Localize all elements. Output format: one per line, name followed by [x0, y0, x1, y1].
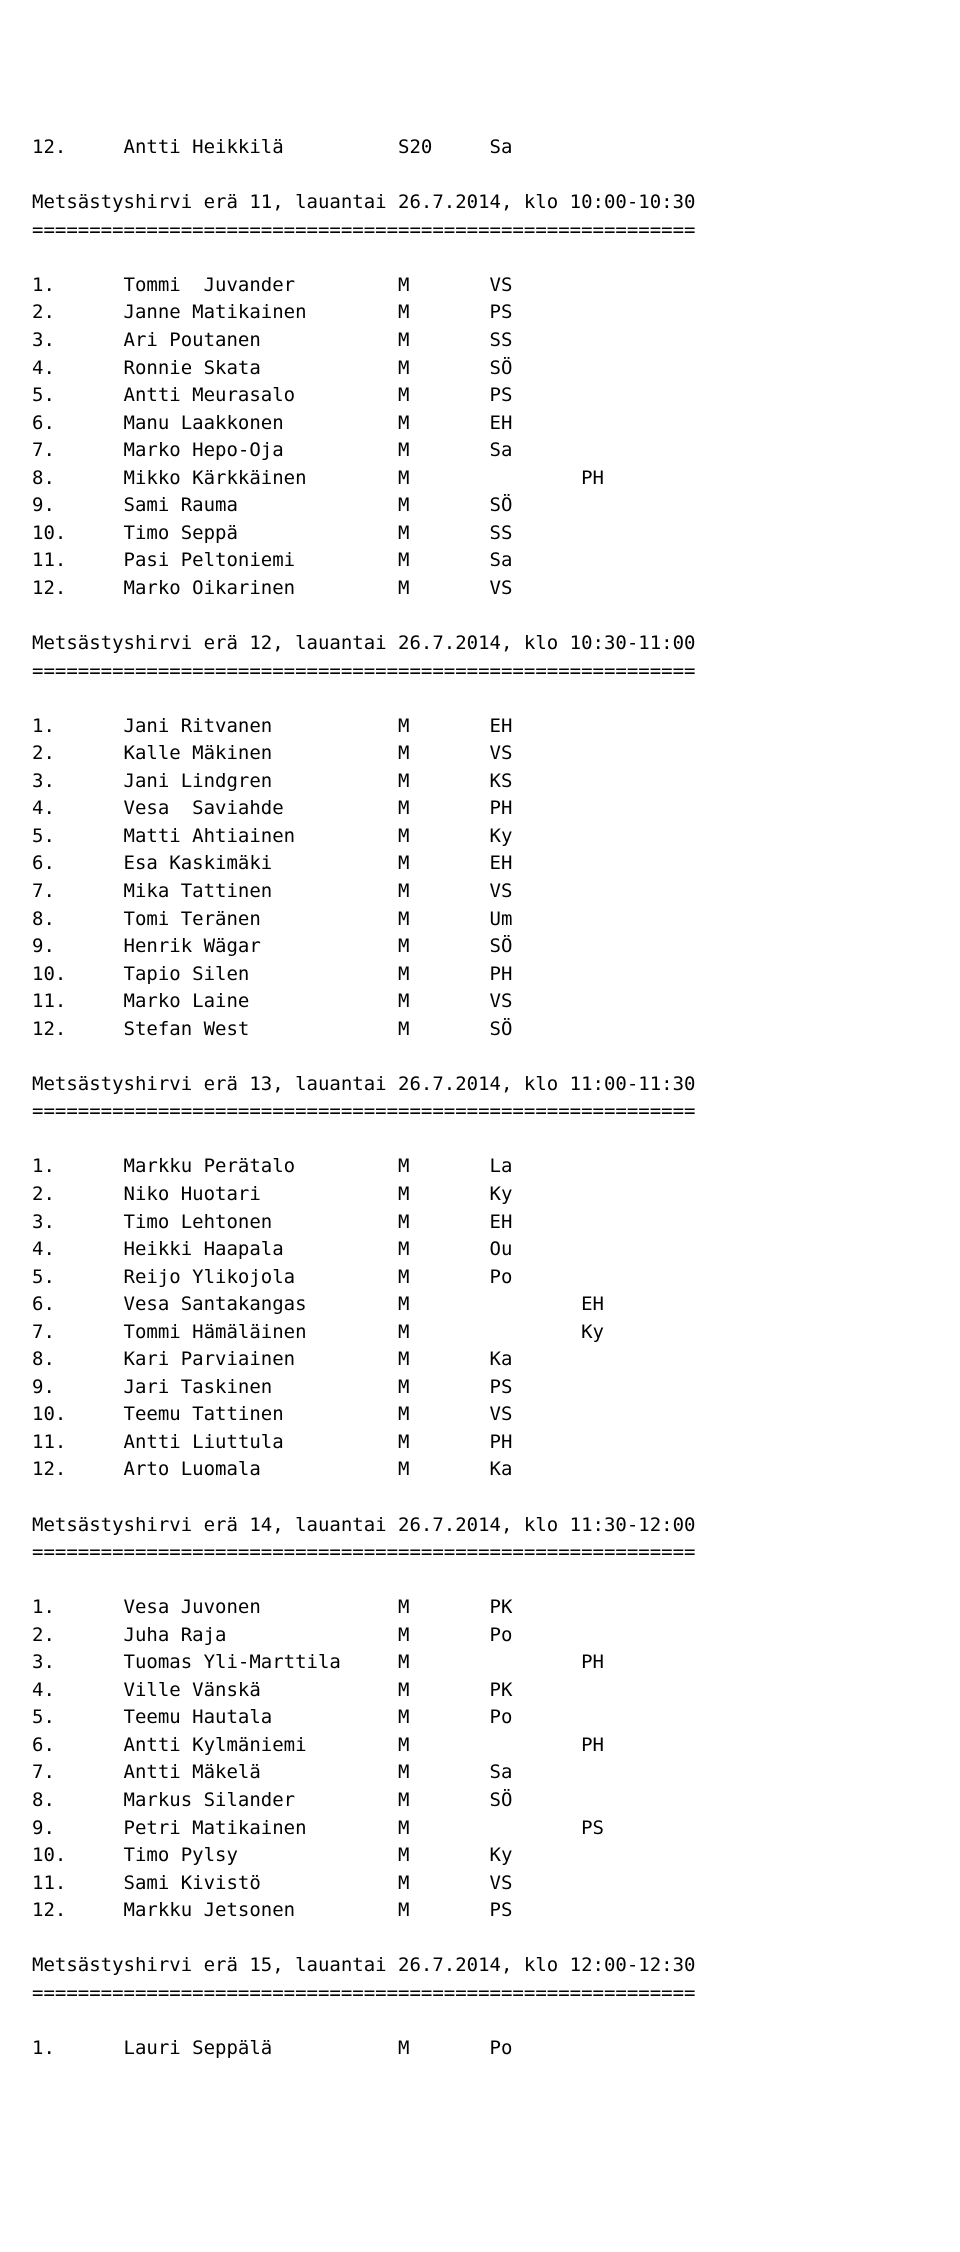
table-row: 12. Antti Heikkilä S20 Sa	[32, 134, 928, 162]
table-row: 6. Antti Kylmäniemi M PH	[32, 1732, 928, 1760]
table-row: 12. Stefan West M SÖ	[32, 1016, 928, 1044]
table-row: 1. Markku Perätalo M La	[32, 1153, 928, 1181]
table-row: 9. Henrik Wägar M SÖ	[32, 933, 928, 961]
table-row: 5. Reijo Ylikojola M Po	[32, 1264, 928, 1292]
table-row: 2. Juha Raja M Po	[32, 1622, 928, 1650]
heat-divider: ========================================…	[32, 658, 928, 686]
table-row: 8. Tomi Teränen M Um	[32, 906, 928, 934]
table-row: 7. Tommi Hämäläinen M Ky	[32, 1319, 928, 1347]
table-row: 5. Matti Ahtiainen M Ky	[32, 823, 928, 851]
table-row: 11. Marko Laine M VS	[32, 988, 928, 1016]
table-row: 1. Vesa Juvonen M PK	[32, 1594, 928, 1622]
table-row: 1. Lauri Seppälä M Po	[32, 2035, 928, 2063]
blank-line	[32, 602, 928, 630]
heat-title: Metsästyshirvi erä 11, lauantai 26.7.201…	[32, 189, 928, 217]
table-row: 4. Ville Vänskä M PK	[32, 1677, 928, 1705]
table-row: 4. Vesa Saviahde M PH	[32, 795, 928, 823]
heat-title: Metsästyshirvi erä 12, lauantai 26.7.201…	[32, 630, 928, 658]
table-row: 5. Teemu Hautala M Po	[32, 1704, 928, 1732]
blank-line	[32, 1567, 928, 1595]
heat-title: Metsästyshirvi erä 15, lauantai 26.7.201…	[32, 1952, 928, 1980]
table-row: 3. Tuomas Yli-Marttila M PH	[32, 1649, 928, 1677]
table-row: 3. Timo Lehtonen M EH	[32, 1209, 928, 1237]
table-row: 4. Ronnie Skata M SÖ	[32, 355, 928, 383]
blank-line	[32, 1484, 928, 1512]
blank-line	[32, 162, 928, 190]
table-row: 9. Jari Taskinen M PS	[32, 1374, 928, 1402]
table-row: 7. Mika Tattinen M VS	[32, 878, 928, 906]
table-row: 3. Ari Poutanen M SS	[32, 327, 928, 355]
heat-title: Metsästyshirvi erä 14, lauantai 26.7.201…	[32, 1512, 928, 1540]
table-row: 5. Antti Meurasalo M PS	[32, 382, 928, 410]
table-row: 8. Mikko Kärkkäinen M PH	[32, 465, 928, 493]
table-row: 6. Esa Kaskimäki M EH	[32, 850, 928, 878]
table-row: 10. Timo Seppä M SS	[32, 520, 928, 548]
table-row: 8. Markus Silander M SÖ	[32, 1787, 928, 1815]
heat-title: Metsästyshirvi erä 13, lauantai 26.7.201…	[32, 1071, 928, 1099]
blank-line	[32, 685, 928, 713]
table-row: 9. Petri Matikainen M PS	[32, 1815, 928, 1843]
blank-line	[32, 2062, 928, 2090]
table-row: 11. Sami Kivistö M VS	[32, 1870, 928, 1898]
table-row: 2. Kalle Mäkinen M VS	[32, 740, 928, 768]
blank-line	[32, 1043, 928, 1071]
blank-line	[32, 2007, 928, 2035]
table-row: 12. Markku Jetsonen M PS	[32, 1897, 928, 1925]
heat-divider: ========================================…	[32, 217, 928, 245]
table-row: 12. Arto Luomala M Ka	[32, 1456, 928, 1484]
table-row: 12. Marko Oikarinen M VS	[32, 575, 928, 603]
document-root: 12. Antti Heikkilä S20 Sa Metsästyshirvi…	[32, 134, 928, 2090]
table-row: 3. Jani Lindgren M KS	[32, 768, 928, 796]
table-row: 6. Vesa Santakangas M EH	[32, 1291, 928, 1319]
table-row: 8. Kari Parviainen M Ka	[32, 1346, 928, 1374]
table-row: 7. Marko Hepo-Oja M Sa	[32, 437, 928, 465]
blank-line	[32, 1925, 928, 1953]
table-row: 10. Teemu Tattinen M VS	[32, 1401, 928, 1429]
blank-line	[32, 244, 928, 272]
table-row: 2. Janne Matikainen M PS	[32, 299, 928, 327]
table-row: 1. Jani Ritvanen M EH	[32, 713, 928, 741]
table-row: 6. Manu Laakkonen M EH	[32, 410, 928, 438]
heat-divider: ========================================…	[32, 1539, 928, 1567]
table-row: 7. Antti Mäkelä M Sa	[32, 1759, 928, 1787]
table-row: 4. Heikki Haapala M Ou	[32, 1236, 928, 1264]
table-row: 9. Sami Rauma M SÖ	[32, 492, 928, 520]
table-row: 10. Tapio Silen M PH	[32, 961, 928, 989]
blank-line	[32, 1126, 928, 1154]
table-row: 1. Tommi Juvander M VS	[32, 272, 928, 300]
heat-divider: ========================================…	[32, 1980, 928, 2008]
table-row: 11. Pasi Peltoniemi M Sa	[32, 547, 928, 575]
heat-divider: ========================================…	[32, 1098, 928, 1126]
table-row: 11. Antti Liuttula M PH	[32, 1429, 928, 1457]
table-row: 10. Timo Pylsy M Ky	[32, 1842, 928, 1870]
table-row: 2. Niko Huotari M Ky	[32, 1181, 928, 1209]
